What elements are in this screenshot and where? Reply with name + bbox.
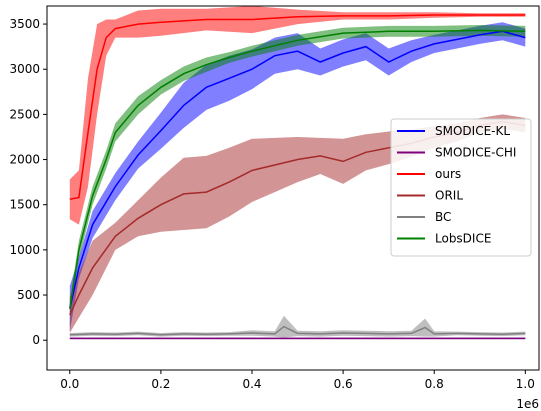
line-ours bbox=[69, 14, 526, 201]
legend-label: ours bbox=[435, 167, 461, 181]
legend-label: SMODICE-CHI bbox=[435, 146, 516, 160]
y-tick-label: 2000 bbox=[9, 153, 40, 167]
legend-box bbox=[390, 118, 532, 257]
x-tick-label: 0.6 bbox=[334, 377, 353, 391]
band-bc bbox=[69, 315, 526, 338]
series-lines bbox=[69, 14, 526, 340]
y-tick-label: 3500 bbox=[9, 17, 40, 31]
x-axis-ticks: 0.0 0.2 0.4 0.6 0.8 1.0 bbox=[60, 370, 535, 391]
y-tick-label: 2500 bbox=[9, 107, 40, 121]
y-tick-label: 3000 bbox=[9, 62, 40, 76]
legend: SMODICE-KL SMODICE-CHI ours ORIL BC LobsDICE bbox=[390, 118, 532, 257]
y-axis-ticks: 0 500 1000 1500 2000 2500 3000 3500 bbox=[9, 17, 47, 347]
x-tick-label: 0.2 bbox=[151, 377, 170, 391]
y-tick-label: 1000 bbox=[9, 243, 40, 257]
plot-frame bbox=[46, 5, 540, 371]
legend-label: LobsDICE bbox=[435, 232, 491, 246]
x-tick-label: 0.4 bbox=[242, 377, 261, 391]
x-tick-label: 1.0 bbox=[516, 377, 535, 391]
legend-label: SMODICE-KL bbox=[435, 124, 510, 138]
y-tick-label: 1500 bbox=[9, 198, 40, 212]
line-lobsdice bbox=[69, 29, 526, 309]
x-axis-offset-label: 1e6 bbox=[516, 397, 539, 411]
y-tick-label: 500 bbox=[17, 288, 40, 302]
legend-label: ORIL bbox=[435, 189, 463, 203]
x-tick-label: 0.8 bbox=[425, 377, 444, 391]
x-tick-label: 0.0 bbox=[60, 377, 79, 391]
band-smodice-kl bbox=[69, 22, 526, 332]
y-tick-label: 0 bbox=[32, 333, 40, 347]
line-smodice-kl bbox=[69, 30, 526, 309]
legend-label: BC bbox=[435, 210, 451, 224]
line-bc bbox=[69, 325, 526, 336]
band-oril bbox=[69, 114, 526, 334]
